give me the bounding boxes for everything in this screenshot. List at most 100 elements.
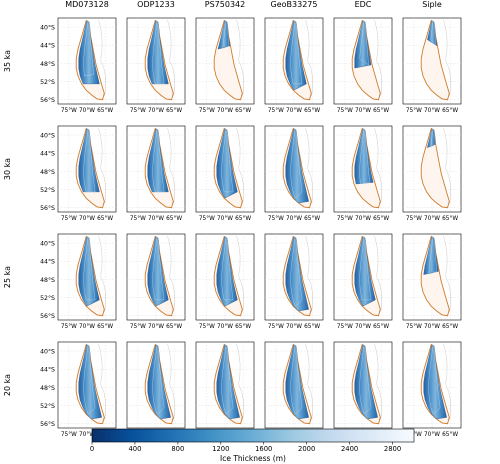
map-panel	[402, 17, 462, 105]
map-panel	[195, 17, 255, 105]
coastline	[305, 235, 314, 313]
lon-tick-label: 70°W	[148, 108, 164, 114]
lat-tick-label: 56°S	[40, 204, 55, 212]
lon-tick-label: 70°W	[424, 108, 440, 114]
ice-thickness-fill	[354, 236, 376, 307]
colorbar-tick-label: 2800	[384, 445, 401, 453]
thickness-contour	[83, 128, 96, 193]
thickness-contour	[222, 20, 230, 50]
colorbar-tick-label: 2000	[298, 445, 315, 453]
thickness-contour	[428, 236, 437, 275]
column-title: GeoB33275	[271, 0, 318, 9]
map-panel	[57, 341, 117, 429]
lat-tick-label: 52°S	[40, 402, 55, 410]
thickness-contour	[221, 236, 234, 301]
lon-tick-label: 75°W	[406, 216, 422, 222]
lon-tick-label: 70°W	[148, 324, 164, 330]
lon-tick-label: 75°W	[61, 108, 77, 114]
ice-thickness-fill	[427, 128, 436, 148]
map-panel	[333, 233, 393, 321]
ice-thickness-fill	[217, 20, 231, 50]
coastline	[374, 19, 383, 97]
thickness-contour	[152, 20, 165, 85]
lat-tick-label: 56°S	[40, 312, 55, 320]
column-title: MD073128	[65, 0, 109, 9]
lon-tick-label: 65°W	[373, 324, 389, 330]
lon-tick-label: 75°W	[337, 324, 353, 330]
lon-tick-label: 70°W	[286, 324, 302, 330]
lon-tick-label: 65°W	[442, 108, 458, 114]
lon-tick-label: 70°W	[79, 324, 95, 330]
column-title: Siple	[422, 0, 442, 9]
coastline	[98, 127, 107, 205]
map-panel	[402, 125, 462, 213]
thickness-contour	[290, 20, 303, 85]
coastline	[374, 235, 383, 313]
lon-tick-label: 75°W	[337, 108, 353, 114]
map-panel	[126, 233, 186, 321]
lon-tick-label: 75°W	[268, 324, 284, 330]
colorbar-tick-label: 0	[90, 445, 94, 453]
coastline	[443, 127, 452, 205]
lon-tick-label: 65°W	[235, 108, 251, 114]
lon-tick-label: 65°W	[235, 324, 251, 330]
lon-tick-label: 70°W	[217, 108, 233, 114]
thickness-contour	[83, 344, 96, 415]
coastline	[443, 19, 452, 97]
thickness-contour	[430, 20, 437, 47]
map-panel	[195, 341, 255, 429]
colorbar-tick-label: 800	[171, 445, 184, 453]
coastline	[167, 127, 176, 205]
lon-tick-label: 75°W	[268, 108, 284, 114]
lon-tick-label: 75°W	[406, 108, 422, 114]
coastline	[167, 19, 176, 97]
lon-tick-label: 70°W	[217, 216, 233, 222]
colorbar	[91, 428, 415, 443]
map-panel	[126, 341, 186, 429]
column-title: ODP1233	[137, 0, 175, 9]
map-panel	[264, 17, 324, 105]
lon-tick-label: 75°W	[199, 108, 215, 114]
lon-tick-label: 65°W	[166, 216, 182, 222]
lon-tick-label: 65°W	[442, 216, 458, 222]
ice-thickness-fill	[147, 236, 169, 307]
lon-tick-label: 70°W	[424, 216, 440, 222]
lon-tick-label: 65°W	[97, 324, 113, 330]
coastline	[236, 235, 245, 313]
coastline	[305, 343, 314, 421]
lat-tick-label: 44°S	[40, 366, 55, 374]
lat-tick-label: 40°S	[40, 24, 55, 32]
lon-tick-label: 70°W	[217, 324, 233, 330]
lon-tick-label: 75°W	[130, 216, 146, 222]
lon-tick-label: 65°W	[97, 216, 113, 222]
lat-tick-label: 52°S	[40, 78, 55, 86]
lon-tick-label: 75°W	[199, 324, 215, 330]
lat-tick-label: 44°S	[40, 258, 55, 266]
lon-tick-label: 65°W	[373, 108, 389, 114]
lat-tick-label: 48°S	[40, 384, 55, 392]
thickness-contour	[152, 236, 165, 301]
colorbar-tick-label: 2400	[341, 445, 358, 453]
map-panel	[57, 17, 117, 105]
lat-tick-label: 44°S	[40, 42, 55, 50]
map-panel	[402, 233, 462, 321]
thickness-contour	[152, 128, 165, 193]
lat-tick-label: 48°S	[40, 168, 55, 176]
thickness-contour	[428, 344, 441, 415]
map-panel	[57, 233, 117, 321]
thickness-contour	[359, 128, 371, 185]
lon-tick-label: 70°W	[355, 324, 371, 330]
lon-tick-label: 75°W	[61, 324, 77, 330]
colorbar-label: Ice Thickness (m)	[220, 454, 286, 463]
lat-tick-label: 52°S	[40, 186, 55, 194]
map-panel	[264, 341, 324, 429]
column-title: EDC	[355, 0, 372, 9]
row-label: 30 ka	[3, 158, 12, 180]
lat-tick-label: 40°S	[40, 348, 55, 356]
coastline	[305, 127, 314, 205]
lon-tick-label: 70°W	[355, 216, 371, 222]
lon-tick-label: 70°W	[79, 108, 95, 114]
lon-tick-label: 65°W	[304, 324, 320, 330]
ice-thickness-fill	[285, 20, 307, 91]
